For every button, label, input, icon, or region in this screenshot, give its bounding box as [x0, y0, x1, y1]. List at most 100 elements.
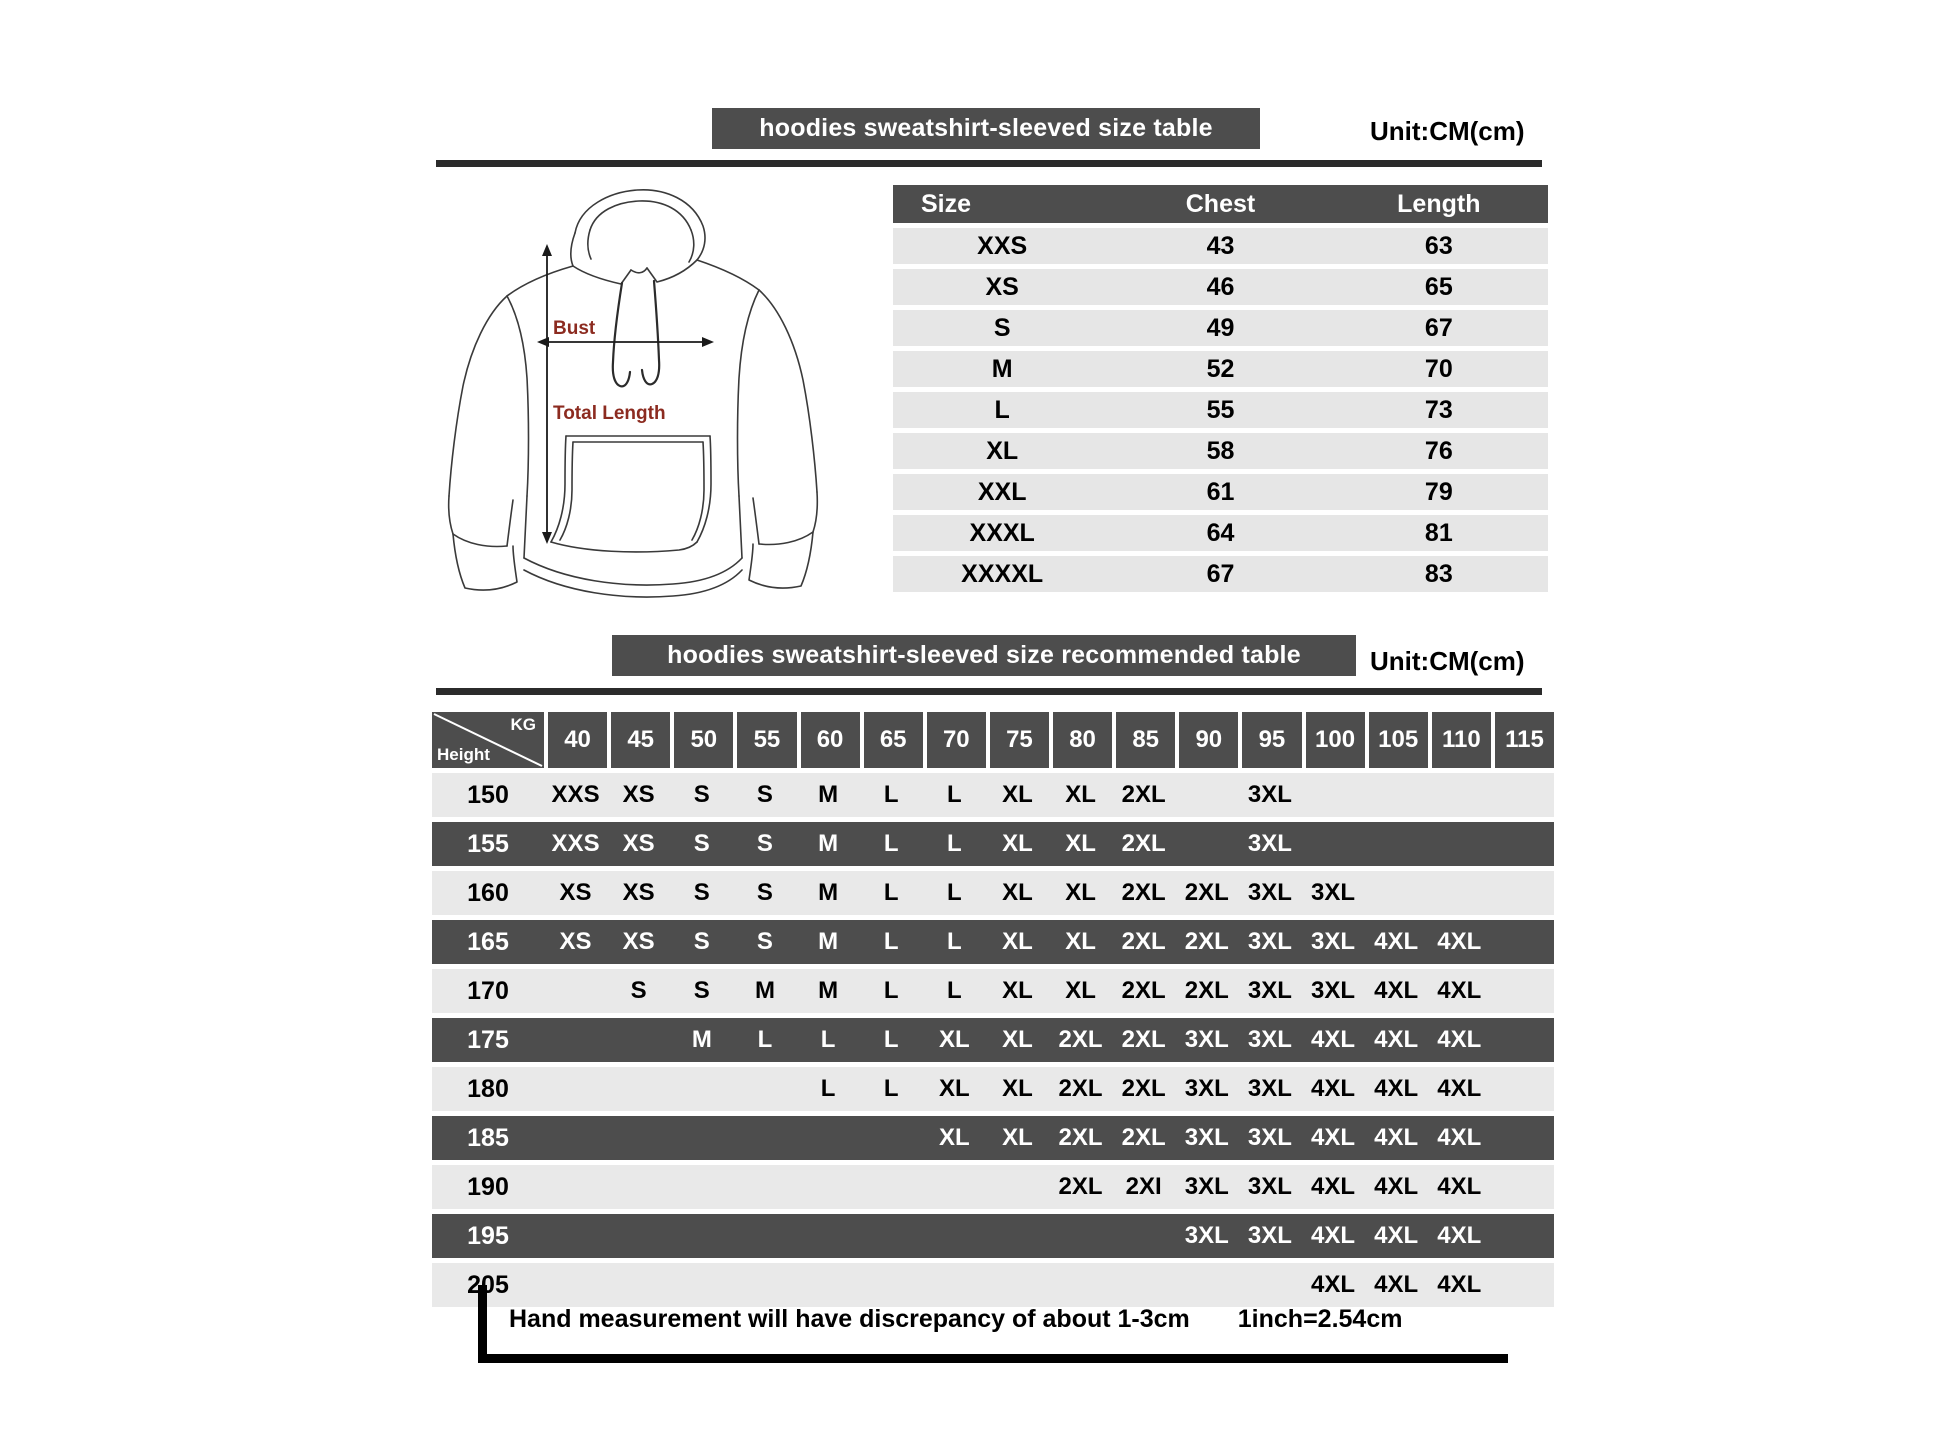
matrix-cell-170-100: 3XL — [1311, 977, 1356, 1004]
matrix-cell-150-85: 2XL — [1121, 781, 1166, 808]
matrix-cell-185-70: XL — [938, 1124, 970, 1151]
matrix-cell-150-75: XL — [1002, 781, 1033, 808]
cell-chest: 46 — [1111, 269, 1330, 305]
cell-length: 83 — [1329, 556, 1548, 592]
matrix-cell-160-50: S — [693, 879, 710, 906]
matrix-cell-165-85: 2XL — [1121, 928, 1166, 955]
height-label-180: 180 — [467, 1074, 509, 1103]
matrix-cell-160-55: S — [756, 879, 773, 906]
matrix-cell-165-45: XS — [622, 928, 655, 955]
cell-chest: 49 — [1111, 310, 1330, 346]
matrix-cell-185-75: XL — [1002, 1124, 1033, 1151]
table-row: L 55 73 — [893, 392, 1548, 428]
matrix-cell-170-40 — [544, 969, 607, 1013]
section1-divider-rule — [436, 160, 1542, 167]
matrix-cell-195-55 — [733, 1214, 796, 1258]
matrix-cell-190-85: 2XI — [1125, 1173, 1162, 1200]
cell-size: S — [893, 310, 1112, 346]
matrix-cell-205-100: 4XL — [1311, 1271, 1356, 1298]
height-label-165: 165 — [467, 927, 509, 956]
matrix-cell-180-55 — [733, 1067, 796, 1111]
weight-header-75: 75 — [989, 712, 1049, 768]
matrix-cell-180-50 — [670, 1067, 733, 1111]
matrix-cell-195-110: 4XL — [1437, 1222, 1482, 1249]
matrix-cell-175-70: XL — [938, 1026, 970, 1053]
column-header-chest: Chest — [1111, 185, 1330, 223]
weight-header-70: 70 — [926, 712, 986, 768]
cell-length: 73 — [1329, 392, 1548, 428]
matrix-cell-180-45 — [607, 1067, 670, 1111]
matrix-cell-155-45: XS — [622, 830, 655, 857]
matrix-cell-195-115 — [1491, 1214, 1554, 1258]
matrix-cell-180-65: L — [883, 1075, 899, 1102]
matrix-cell-190-50 — [670, 1165, 733, 1209]
matrix-row-205: 205 4XL 4XL 4XL — [432, 1263, 1554, 1307]
inch-conversion-note: 1inch=2.54cm — [1237, 1305, 1403, 1333]
matrix-cell-170-50: S — [693, 977, 710, 1004]
matrix-cell-155-60: M — [818, 830, 839, 857]
footer-note-box: Hand measurement will have discrepancy o… — [478, 1285, 1508, 1363]
height-label-195: 195 — [467, 1221, 509, 1250]
matrix-cell-150-80: XL — [1065, 781, 1096, 808]
matrix-cell-160-85: 2XL — [1121, 879, 1166, 906]
cell-length: 67 — [1329, 310, 1548, 346]
matrix-cell-180-90: 3XL — [1184, 1075, 1229, 1102]
matrix-cell-175-105: 4XL — [1374, 1026, 1419, 1053]
matrix-cell-170-110: 4XL — [1437, 977, 1482, 1004]
table-row: XXXL 64 81 — [893, 515, 1548, 551]
matrix-cell-195-90: 3XL — [1184, 1222, 1229, 1249]
weight-header-55: 55 — [737, 712, 797, 768]
cell-chest: 61 — [1111, 474, 1330, 510]
matrix-cell-190-110: 4XL — [1437, 1173, 1482, 1200]
table-row: XXS 43 63 — [893, 228, 1548, 264]
cell-chest: 43 — [1111, 228, 1330, 264]
section2-title: hoodies sweatshirt-sleeved size recommen… — [667, 641, 1301, 669]
matrix-cell-195-50 — [670, 1214, 733, 1258]
weight-header-80: 80 — [1053, 712, 1113, 768]
matrix-cell-165-50: S — [693, 928, 710, 955]
matrix-cell-170-75: XL — [1002, 977, 1033, 1004]
matrix-cell-150-65: L — [883, 781, 899, 808]
matrix-cell-175-65: L — [883, 1026, 899, 1053]
weight-header-65: 65 — [863, 712, 923, 768]
matrix-cell-190-105: 4XL — [1374, 1173, 1419, 1200]
matrix-cell-165-90: 2XL — [1184, 928, 1229, 955]
matrix-cell-170-105: 4XL — [1374, 977, 1419, 1004]
matrix-cell-170-95: 3XL — [1247, 977, 1292, 1004]
matrix-cell-155-50: S — [693, 830, 710, 857]
matrix-cell-150-110 — [1428, 773, 1491, 817]
matrix-cell-150-50: S — [693, 781, 710, 808]
matrix-cell-195-70 — [923, 1214, 986, 1258]
matrix-cell-180-75: XL — [1002, 1075, 1033, 1102]
matrix-cell-185-100: 4XL — [1311, 1124, 1356, 1151]
cell-chest: 55 — [1111, 392, 1330, 428]
cell-length: 65 — [1329, 269, 1548, 305]
matrix-cell-170-45: S — [630, 977, 647, 1004]
height-label-175: 175 — [467, 1025, 509, 1054]
column-header-length: Length — [1329, 185, 1548, 223]
matrix-row-150: 150 XXS XS S S M L L XL XL 2XL 3XL — [432, 773, 1554, 817]
weight-header-45: 45 — [611, 712, 671, 768]
matrix-cell-150-55: S — [756, 781, 773, 808]
matrix-cell-185-60 — [797, 1116, 860, 1160]
recommendation-matrix: KG Height 40 45 50 55 60 65 70 75 80 85 … — [432, 712, 1554, 1312]
matrix-row-165: 165 XS XS S S M L L XL XL 2XL 2XL 3XL 3XL 4XL 4XL — [432, 920, 1554, 964]
matrix-cell-195-85 — [1112, 1214, 1175, 1258]
total-length-label: Total Length — [553, 403, 666, 424]
matrix-cell-175-100: 4XL — [1311, 1026, 1356, 1053]
section1-unit-label: Unit:CM(cm) — [1370, 116, 1525, 146]
matrix-cell-150-95: 3XL — [1247, 781, 1292, 808]
matrix-cell-180-115 — [1491, 1067, 1554, 1111]
table-row: XL 58 76 — [893, 433, 1548, 469]
matrix-cell-205-110: 4XL — [1437, 1271, 1482, 1298]
matrix-cell-150-60: M — [818, 781, 839, 808]
matrix-cell-175-95: 3XL — [1247, 1026, 1292, 1053]
matrix-cell-185-95: 3XL — [1247, 1124, 1292, 1151]
column-header-size: Size — [893, 185, 1112, 223]
matrix-cell-195-60 — [797, 1214, 860, 1258]
matrix-cell-160-40: XS — [559, 879, 592, 906]
weight-header-40: 40 — [548, 712, 608, 768]
matrix-cell-195-95: 3XL — [1247, 1222, 1292, 1249]
matrix-cell-190-100: 4XL — [1311, 1173, 1356, 1200]
